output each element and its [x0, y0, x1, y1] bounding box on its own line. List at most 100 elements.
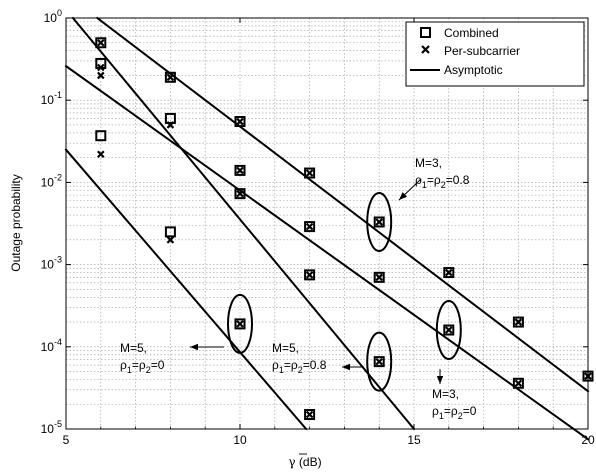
per-subcarrier-stroke	[236, 320, 244, 328]
per-subcarrier-stroke	[305, 169, 314, 177]
annotation-m5-rho0p8: M=5, ρ1=ρ2=0.8	[272, 341, 327, 375]
x-tick-label: 20	[581, 433, 595, 447]
y-tick-label: 100	[44, 8, 62, 25]
annotation-ellipse	[435, 300, 462, 361]
per-subcarrier-stroke	[375, 357, 383, 366]
per-subcarrier-stroke	[236, 189, 244, 198]
combined-point	[164, 71, 176, 83]
per-subcarrier-point	[97, 63, 105, 72]
per-subcarrier-point	[305, 410, 314, 419]
per-subcarrier-point	[166, 73, 175, 82]
annotation-ellipse	[366, 331, 393, 392]
arrow-m3-rho0p8	[398, 178, 422, 201]
x-axis-label: γ (dB)	[288, 453, 322, 469]
combined-point	[234, 188, 246, 200]
combined-point	[373, 356, 385, 368]
annotation-m5-rho0-line2: ρ1=ρ2=0	[120, 358, 165, 375]
per-subcarrier-point	[375, 273, 383, 282]
combined-point	[164, 112, 176, 124]
y-tick-label: 10-3	[41, 255, 62, 272]
annotation-m5-rho0-line1: M=5,	[120, 341, 147, 355]
per-subcarrier-stroke	[305, 271, 314, 279]
per-subcarrier-point	[236, 320, 244, 328]
annotation-m3-rho0-line2: ρ1=ρ2=0	[432, 404, 477, 421]
per-subcarrier-stroke	[305, 410, 314, 419]
per-subcarrier-stroke	[375, 273, 383, 282]
per-subcarrier-point	[236, 117, 244, 126]
annotation-ellipse	[366, 191, 393, 252]
y-tick-label: 10-2	[41, 172, 62, 189]
x-tick-label: 5	[63, 433, 70, 447]
annotation-m5-rho0p8-line2: ρ1=ρ2=0.8	[272, 358, 327, 375]
per-subcarrier-stroke	[514, 379, 523, 388]
svg-text:γ (dB): γ (dB)	[288, 455, 321, 469]
per-subcarrier-stroke	[97, 71, 105, 80]
arrow-m5-rho0p8-head	[342, 363, 350, 371]
x-tick-label: 15	[407, 433, 421, 447]
combined-point	[304, 269, 316, 281]
per-subcarrier-stroke	[375, 218, 383, 226]
asymptotic-lines	[64, 16, 590, 441]
legend-marker-per-subcarrier	[421, 45, 430, 54]
x-tick-label: 10	[233, 433, 247, 447]
combined-point	[95, 37, 107, 49]
per-subcarrier-point	[375, 218, 383, 226]
annotation-m3-rho0p8-line2: ρ1=ρ2=0.8	[415, 173, 470, 190]
combined-point	[373, 271, 385, 283]
per-subcarrier-stroke	[514, 318, 523, 326]
combined-point	[234, 116, 246, 128]
annotation-ellipses	[227, 191, 462, 392]
arrow-m3-rho0p8-head	[399, 192, 407, 200]
per-subcarrier-point	[305, 222, 314, 231]
arrow-m3-rho0	[436, 369, 444, 384]
per-subcarrier-stroke	[236, 166, 244, 175]
legend-label-asymptotic: Asymptotic	[444, 63, 503, 77]
annotation-m5-rho0p8-line1: M=5,	[272, 341, 299, 355]
arrow-m5-rho0	[190, 343, 224, 351]
asymptotic-line	[71, 16, 416, 431]
combined-point	[234, 318, 246, 330]
asymptotic-line	[95, 16, 590, 393]
per-subcarrier-point	[305, 169, 314, 177]
per-subcarrier-stroke	[445, 268, 453, 277]
per-subcarrier-point	[97, 38, 105, 47]
combined-point	[304, 221, 316, 233]
per-subcarrier-point	[445, 326, 453, 334]
legend: Combined Per-subcarrier Asymptotic	[405, 21, 585, 87]
arrow-m5-rho0-head	[190, 343, 198, 351]
per-subcarrier-point	[166, 121, 175, 129]
per-subcarrier-stroke	[166, 121, 175, 129]
combined-point	[304, 167, 316, 179]
per-subcarrier-point	[97, 71, 105, 80]
per-subcarrier-stroke	[305, 222, 314, 231]
combined-point	[512, 377, 524, 389]
annotation-ellipse	[227, 293, 253, 354]
y-tick-label: 10-4	[41, 337, 62, 354]
per-subcarrier-stroke	[445, 326, 453, 334]
per-subcarrier-point	[305, 271, 314, 279]
per-subcarrier-point	[97, 150, 105, 159]
per-subcarrier-stroke	[97, 63, 105, 72]
per-subcarrier-stroke	[97, 150, 105, 159]
combined-point	[443, 324, 455, 336]
per-subcarrier-point	[375, 357, 383, 366]
per-subcarrier-point	[236, 189, 244, 198]
per-subcarrier-point	[514, 318, 523, 326]
combined-point	[234, 164, 246, 176]
per-subcarrier-stroke	[166, 73, 175, 82]
per-subcarrier-point	[445, 268, 453, 277]
combined-point	[512, 316, 524, 328]
per-subcarrier-point	[514, 379, 523, 388]
combined-point	[304, 409, 316, 421]
annotation-m3-rho0: M=3, ρ1=ρ2=0	[432, 387, 477, 421]
y-tick-label: 10-5	[41, 419, 62, 436]
per-subcarrier-stroke	[236, 117, 244, 126]
annotation-arrows	[190, 178, 444, 384]
y-tick-label: 10-1	[41, 90, 62, 107]
arrow-m5-rho0p8	[342, 363, 364, 371]
legend-box	[405, 21, 585, 87]
per-subcarrier-stroke	[166, 236, 175, 244]
per-subcarrier-point	[166, 236, 175, 244]
annotation-m3-rho0-line1: M=3,	[432, 387, 459, 401]
